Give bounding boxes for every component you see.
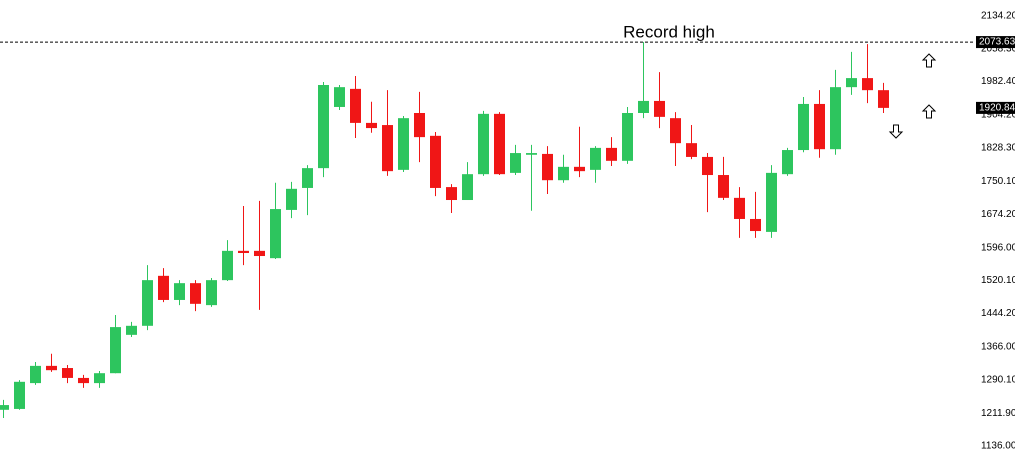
- y-tick-label: 1520.10: [981, 275, 1015, 286]
- candle-body: [110, 327, 121, 374]
- candle-body: [446, 187, 457, 201]
- record-high-price-label: 2073.63: [979, 37, 1015, 48]
- candle-body: [798, 103, 809, 151]
- plot-area: [0, 42, 889, 418]
- candle-body: [334, 87, 345, 107]
- candle-body: [670, 118, 681, 144]
- candle-body: [542, 153, 553, 181]
- candle-body: [846, 78, 857, 88]
- candle-body: [126, 325, 137, 335]
- candle-body: [94, 373, 105, 384]
- candle-body: [558, 166, 569, 181]
- y-tick-label: 1982.40: [981, 76, 1015, 87]
- candle-body: [494, 113, 505, 175]
- candle-body: [174, 283, 185, 300]
- last-price-box: [976, 101, 1015, 114]
- y-tick-label: 2134.20: [981, 11, 1015, 22]
- candle-body: [878, 90, 889, 108]
- candle-body: [702, 156, 713, 176]
- candle-body: [782, 150, 793, 175]
- candle-body: [734, 197, 745, 219]
- candle-body: [350, 88, 361, 123]
- candle-body: [78, 377, 89, 384]
- candle-body: [526, 153, 537, 155]
- candle-body: [574, 166, 585, 172]
- y-tick-label: 1674.20: [981, 209, 1015, 220]
- candle-body: [0, 405, 9, 410]
- y-tick-label: 1290.10: [981, 374, 1015, 385]
- candle-body: [814, 103, 825, 150]
- y-tick-label: 1904.20: [981, 110, 1015, 121]
- candle-body: [382, 125, 393, 172]
- candle-body: [158, 275, 169, 300]
- y-tick-label: 1211.90: [981, 408, 1015, 419]
- candle-body: [302, 168, 313, 188]
- candle-body: [430, 135, 441, 188]
- up-arrow-icon: [921, 53, 937, 68]
- candle-body: [398, 118, 409, 170]
- candle-body: [622, 112, 633, 161]
- candle-body: [750, 218, 761, 232]
- candle-body: [366, 122, 377, 129]
- candle-body: [606, 147, 617, 161]
- y-tick-label: 1596.00: [981, 242, 1015, 253]
- candle-body: [766, 172, 777, 232]
- candle-body: [510, 153, 521, 173]
- candle-body: [142, 280, 153, 326]
- candle-body: [654, 100, 665, 117]
- candle-body: [46, 365, 57, 371]
- candle-body: [190, 283, 201, 304]
- y-tick-label: 2058.30: [981, 43, 1015, 54]
- candle-body: [718, 175, 729, 198]
- annotation: Record high: [623, 23, 715, 42]
- candle-body: [638, 100, 649, 113]
- y-tick-label: 1444.20: [981, 308, 1015, 319]
- record-high-price-box: [976, 36, 1015, 49]
- candle-body: [62, 368, 73, 378]
- y-tick-label: 1750.10: [981, 176, 1015, 187]
- candle-body: [14, 381, 25, 409]
- up-arrow-icon: [921, 104, 937, 119]
- candle-body: [414, 112, 425, 138]
- candle-body: [862, 78, 873, 91]
- candle-body: [478, 113, 489, 175]
- candle-body: [286, 188, 297, 210]
- last-price-label: 1920.84: [979, 103, 1015, 114]
- candle-body: [686, 143, 697, 157]
- y-tick-label: 1136.00: [981, 441, 1015, 452]
- candle-body: [462, 174, 473, 201]
- candle-body: [238, 250, 249, 254]
- candle-body: [830, 87, 841, 150]
- candle-body: [590, 147, 601, 170]
- candle-body: [30, 365, 41, 384]
- y-tick-label: 1366.00: [981, 342, 1015, 353]
- candle-body: [206, 280, 217, 306]
- candle-body: [318, 84, 329, 169]
- down-arrow-icon: [888, 124, 904, 139]
- candle-body: [254, 250, 265, 257]
- y-tick-label: 1828.30: [981, 142, 1015, 153]
- candle-body: [270, 209, 281, 259]
- candle-body: [222, 250, 233, 281]
